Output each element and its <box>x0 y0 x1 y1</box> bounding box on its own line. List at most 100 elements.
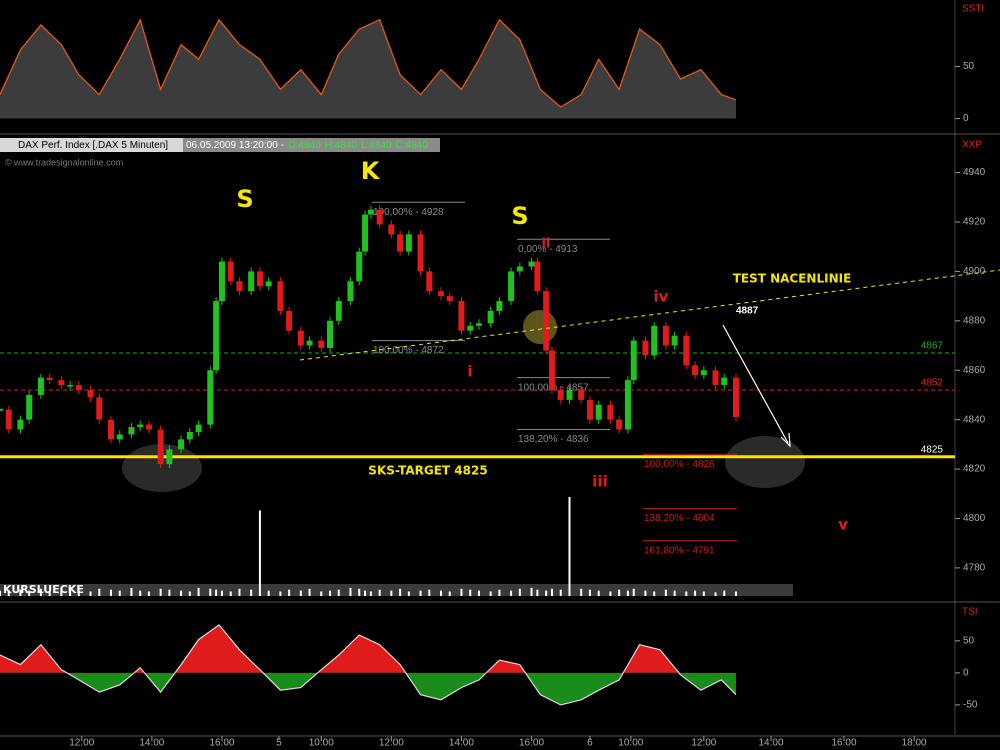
candle <box>534 261 541 292</box>
x-tick-label: 5 <box>276 738 282 749</box>
fib-label: 138,20% - 4836 <box>518 434 589 445</box>
candle <box>96 397 103 420</box>
volume-bar <box>518 588 521 596</box>
x-tick-label: 6 <box>587 738 593 749</box>
candle <box>128 427 135 435</box>
header: DAX Perf. Index [.DAX 5 Minuten] 06.05.20… <box>18 140 428 151</box>
volume-bar <box>329 590 332 596</box>
candle <box>548 350 555 390</box>
candle <box>166 449 173 465</box>
volume-bar <box>685 591 688 596</box>
candle <box>671 335 678 346</box>
candle <box>376 209 383 225</box>
candle <box>458 301 465 331</box>
candle <box>186 432 193 440</box>
annotation: iii <box>592 473 607 491</box>
volume-bar <box>568 497 571 596</box>
candle <box>157 429 164 465</box>
candle <box>732 377 739 418</box>
volume-bar <box>39 588 42 596</box>
volume-bar <box>734 591 737 596</box>
y-tick-label: 4940 <box>963 167 986 178</box>
candle <box>397 234 404 252</box>
fib-label: 0,00% - 4913 <box>518 244 578 255</box>
volume-bar <box>489 591 492 596</box>
volume-bar <box>279 591 282 596</box>
volume-bar <box>69 589 72 596</box>
volume-bar <box>419 590 422 596</box>
header-bg <box>0 138 183 152</box>
candle <box>248 271 255 292</box>
volume-bar <box>469 589 472 596</box>
candle <box>516 266 523 272</box>
annotation: TEST NACENLINIE <box>733 272 852 286</box>
candle <box>616 419 623 430</box>
highlight-ellipse <box>725 436 805 488</box>
candle <box>17 419 24 430</box>
x-tick-label: 16:00 <box>209 738 234 749</box>
candle <box>75 385 82 390</box>
candle <box>426 271 433 292</box>
x-tick-label: 10:00 <box>309 738 334 749</box>
volume-bar <box>439 590 442 596</box>
candle <box>437 291 444 297</box>
candle <box>26 394 33 420</box>
indicator-line <box>0 18 737 108</box>
volume-bar <box>609 591 612 596</box>
y-tick-label: 4920 <box>963 217 986 228</box>
candle <box>362 214 369 252</box>
annotation: S <box>236 185 253 213</box>
volume-bar <box>98 588 101 596</box>
candle <box>543 291 550 351</box>
volume-bar <box>109 589 112 596</box>
arrow <box>722 324 789 444</box>
volume-bar <box>159 588 162 596</box>
candle <box>218 261 225 302</box>
candle <box>607 404 614 420</box>
candle <box>327 320 334 348</box>
volume-bar <box>477 590 480 596</box>
x-tick-label: 16:00 <box>832 738 857 749</box>
volume-bar <box>229 591 232 596</box>
candle <box>692 365 699 376</box>
ohlc: C:4840 <box>396 140 429 151</box>
y-tick-label: 50 <box>963 636 975 647</box>
x-tick-label: 12:00 <box>69 738 94 749</box>
panel-title: SSTI <box>962 4 984 15</box>
volume-bar <box>89 591 92 596</box>
y-tick-label: 4800 <box>963 513 986 524</box>
volume-bar <box>258 510 261 596</box>
volume-bar <box>664 589 667 596</box>
annotation: iv <box>654 288 669 306</box>
volume-bar <box>498 589 501 596</box>
annotation: v <box>838 516 848 534</box>
volume-bar <box>460 588 463 596</box>
volume-bar <box>48 591 51 596</box>
candle <box>475 323 482 326</box>
volume-bar <box>197 587 200 596</box>
x-tick-label: 12:00 <box>379 738 404 749</box>
fib-label: 100,00% - 4826 <box>644 459 715 470</box>
volume-bar <box>337 589 340 596</box>
candle <box>87 390 94 398</box>
header-bg <box>183 138 440 152</box>
candle <box>265 281 272 287</box>
volume-bar <box>180 590 183 596</box>
y-tick-label: 0 <box>963 668 969 679</box>
y-tick-label: 4900 <box>963 266 986 277</box>
y-tick-label: 0 <box>963 113 969 124</box>
volume-bar <box>407 591 410 596</box>
volume-bar <box>618 589 621 596</box>
candle <box>227 261 234 282</box>
volume-bar <box>580 588 583 596</box>
candle <box>107 419 114 440</box>
candle <box>137 424 144 428</box>
volume-bar <box>308 588 311 596</box>
x-tick-label: 10:00 <box>618 738 643 749</box>
volume-bar <box>644 590 647 596</box>
candle <box>286 310 293 331</box>
candle <box>712 370 719 386</box>
arrow-head <box>780 432 791 448</box>
